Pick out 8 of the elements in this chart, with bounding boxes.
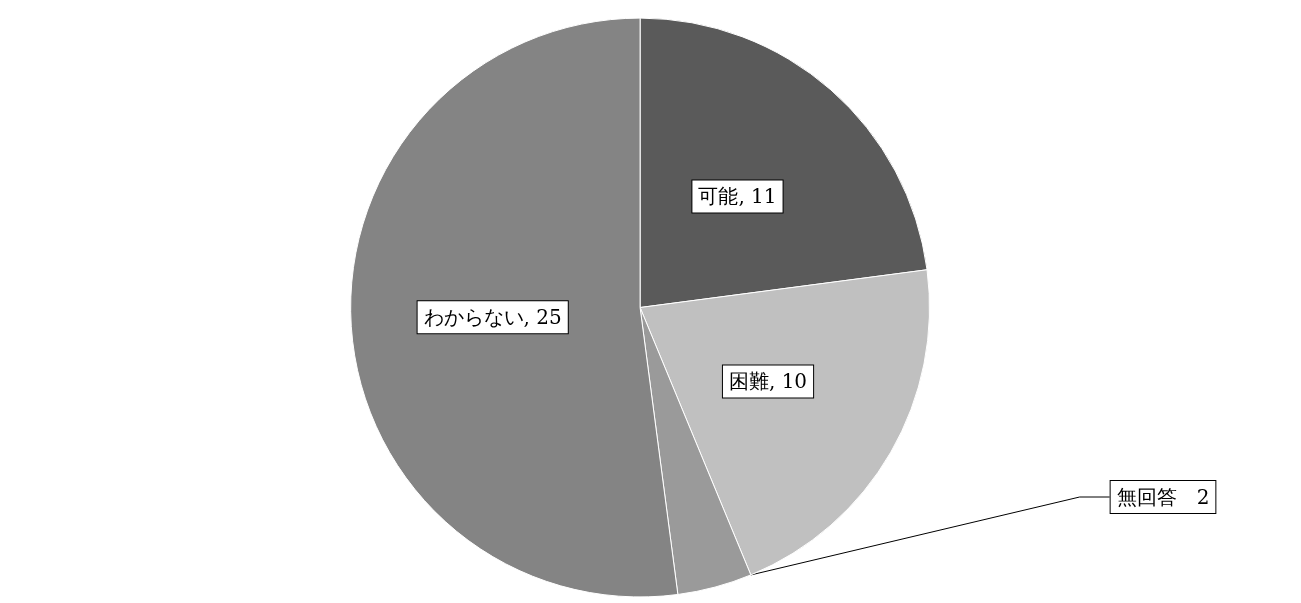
data-label: , 11 bbox=[738, 184, 777, 209]
slice-label: 困難 bbox=[728, 369, 769, 394]
data-label: , 25 bbox=[523, 305, 562, 330]
slice-label: わからない bbox=[423, 305, 524, 330]
data-label: , 10 bbox=[768, 369, 808, 394]
slice-label: 無回答 bbox=[1116, 485, 1177, 509]
data-label: 2 bbox=[1176, 485, 1210, 509]
slice-label: 可能 bbox=[698, 184, 739, 209]
